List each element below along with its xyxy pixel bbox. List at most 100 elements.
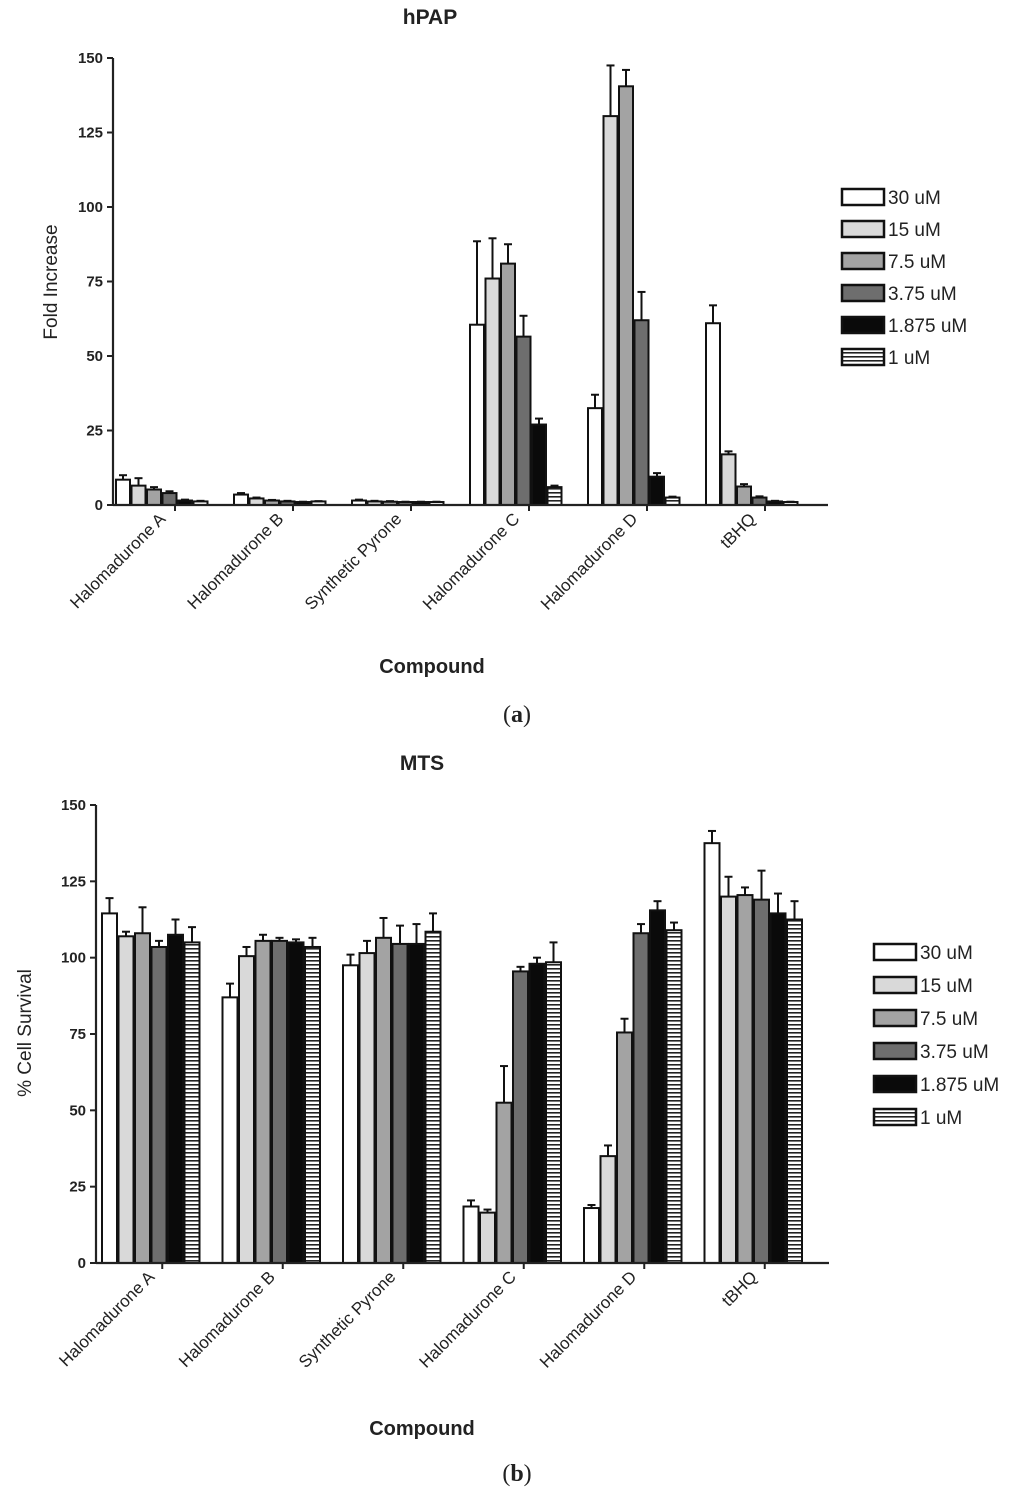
bar [161, 492, 178, 506]
bar [633, 319, 650, 506]
legend-swatch [872, 1041, 918, 1061]
bar [649, 475, 665, 507]
bar [408, 942, 425, 1265]
bar [358, 952, 376, 1264]
bar [665, 929, 683, 1264]
bar-group [233, 492, 327, 507]
x-tick-label: Halomadurone C [419, 509, 523, 613]
bar [134, 932, 151, 1264]
panel-label: (a) [503, 702, 531, 728]
legend-label: 3.75 uM [920, 1042, 989, 1063]
bar [649, 909, 666, 1265]
legend-label: 30 uM [920, 943, 973, 964]
x-tick-label: Halomadurone C [416, 1267, 520, 1371]
bar [599, 1155, 617, 1264]
bar [424, 930, 442, 1264]
bar [769, 912, 787, 1264]
y-tick-label: 0 [95, 497, 103, 514]
bar [531, 423, 547, 507]
y-tick-label: 150 [61, 797, 86, 814]
bar [254, 939, 272, 1265]
legend-label: 1 uM [920, 1108, 962, 1129]
legend: 30 uM 15 uM 7.5 uM 3.75 uM 1.875 uM 1 uM [872, 942, 999, 1129]
bar [616, 1031, 633, 1265]
x-tick-label: Halomadurone A [66, 509, 169, 612]
x-tick-labels: Halomadurone A Halomadurone B Synthetic Py… [55, 1267, 760, 1372]
bar [484, 277, 501, 506]
legend-label: 1.875 uM [888, 316, 967, 337]
bar [583, 1207, 600, 1265]
bar [101, 912, 118, 1264]
y-tick-label: 0 [78, 1255, 86, 1272]
bar-group [351, 498, 445, 507]
bar [720, 895, 737, 1264]
bar [304, 945, 321, 1264]
x-tick-label: Synthetic Pyrone [301, 509, 405, 613]
bar [602, 115, 619, 507]
y-tick-label: 100 [78, 199, 103, 216]
bar-group [221, 933, 321, 1265]
bar [703, 842, 721, 1265]
bar-group [462, 941, 562, 1264]
bar [753, 898, 770, 1264]
y-tick-label: 150 [78, 50, 103, 67]
x-tick-label: Halomadurone D [536, 1267, 640, 1371]
y-tick-label: 125 [61, 873, 86, 890]
y-ticks: 0 25 50 75 100 125 150 [78, 50, 113, 514]
bar [736, 485, 752, 506]
x-tick-label: Halomadurone B [175, 1267, 279, 1371]
bar-groups [115, 64, 799, 511]
legend-swatch [840, 187, 886, 207]
legend-label: 30 uM [888, 188, 941, 209]
bar [342, 964, 359, 1264]
bar [618, 85, 634, 506]
bar [664, 496, 681, 506]
bar [632, 932, 650, 1264]
bar [462, 1205, 480, 1264]
x-axis-label: Compound [379, 656, 485, 678]
bar-group [342, 912, 442, 1265]
legend-swatch [840, 251, 886, 271]
bar [375, 936, 392, 1264]
bar [115, 478, 131, 507]
y-ticks: 0 25 50 75 100 125 150 [61, 797, 96, 1272]
bar-group [587, 64, 681, 507]
y-tick-label: 75 [86, 274, 103, 291]
x-tick-label: tBHQ [717, 509, 760, 552]
x-axis-label: Compound [369, 1418, 475, 1440]
bar [500, 262, 516, 506]
bar [233, 493, 249, 507]
chart-hpap: hPAP Fold Increase Compound (a) 0 25 50 75 1… [41, 6, 967, 728]
bar [469, 323, 485, 506]
bar-group [705, 304, 799, 507]
bar [391, 942, 409, 1265]
chart-title: hPAP [403, 6, 457, 29]
y-tick-label: 25 [86, 423, 103, 440]
y-tick-label: 50 [86, 348, 103, 365]
y-tick-label: 100 [61, 950, 86, 967]
bar-group [583, 900, 683, 1265]
legend: 30 uM 15 uM 7.5 uM 3.75 uM 1.875 uM 1 uM [840, 187, 967, 369]
y-tick-label: 50 [69, 1102, 86, 1119]
legend-label: 3.75 uM [888, 284, 957, 305]
bar [705, 322, 721, 506]
bar [515, 335, 532, 506]
bar [150, 945, 168, 1264]
bar [479, 1211, 496, 1264]
y-axis-label: Fold Increase [41, 224, 62, 339]
x-tick-label: Synthetic Pyrone [295, 1267, 399, 1371]
y-axis-label: % Cell Survival [15, 969, 36, 1097]
bar-group [469, 237, 563, 507]
legend-label: 1 uM [888, 348, 930, 369]
y-tick-label: 125 [78, 125, 103, 142]
legend-label: 1.875 uM [920, 1075, 999, 1096]
legend-label: 15 uM [920, 976, 973, 997]
bar [287, 941, 305, 1265]
legend-swatch [840, 283, 886, 303]
legend-swatch [872, 1107, 918, 1127]
x-tick-labels: Halomadurone A Halomadurone B Synthetic Py… [66, 509, 759, 614]
bar [512, 970, 529, 1264]
bar [238, 955, 255, 1264]
legend-swatch [840, 347, 886, 367]
